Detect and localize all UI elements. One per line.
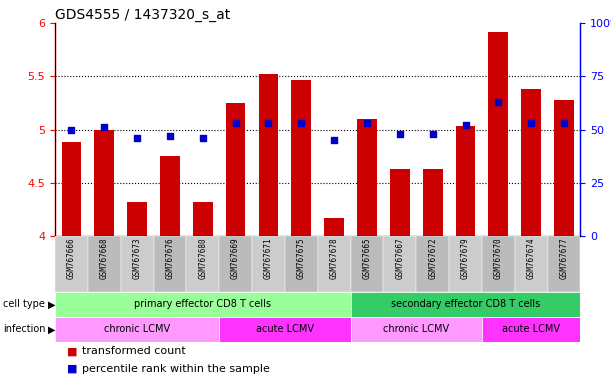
Bar [94, 130, 114, 236]
Bar [384, 236, 416, 292]
Point [526, 120, 536, 126]
Text: acute LCMV: acute LCMV [502, 324, 560, 334]
Text: GSM767676: GSM767676 [166, 238, 174, 280]
Bar [219, 317, 351, 342]
Bar [88, 236, 120, 292]
Text: GSM767673: GSM767673 [133, 238, 142, 280]
Bar [449, 236, 482, 292]
Bar [547, 236, 580, 292]
Bar [258, 74, 279, 236]
Bar [186, 236, 219, 292]
Point [198, 135, 208, 141]
Point [132, 135, 142, 141]
Text: GSM767667: GSM767667 [395, 238, 404, 280]
Bar [55, 236, 88, 292]
Bar [514, 236, 547, 292]
Point [362, 120, 372, 126]
Bar [160, 156, 180, 236]
Bar [456, 126, 475, 236]
Bar [351, 236, 384, 292]
Bar [488, 31, 508, 236]
Text: GSM767669: GSM767669 [231, 238, 240, 280]
Bar [554, 100, 574, 236]
Text: ▶: ▶ [48, 299, 55, 310]
Text: GSM767678: GSM767678 [330, 238, 338, 280]
Text: GSM767674: GSM767674 [527, 238, 536, 280]
Text: GDS4555 / 1437320_s_at: GDS4555 / 1437320_s_at [55, 8, 230, 22]
Bar [226, 103, 246, 236]
Point [559, 120, 569, 126]
Point [428, 131, 437, 137]
Text: GSM767666: GSM767666 [67, 238, 76, 280]
Text: cell type: cell type [3, 299, 45, 310]
Point [494, 99, 503, 105]
Bar [351, 292, 580, 317]
Bar [324, 218, 344, 236]
Bar [521, 89, 541, 236]
Bar [153, 236, 186, 292]
Bar [219, 236, 252, 292]
Bar [55, 292, 351, 317]
Bar [423, 169, 442, 236]
Point [263, 120, 273, 126]
Text: ■: ■ [67, 364, 78, 374]
Point [395, 131, 404, 137]
Text: chronic LCMV: chronic LCMV [104, 324, 170, 334]
Bar [482, 317, 580, 342]
Text: GSM767671: GSM767671 [264, 238, 273, 280]
Text: GSM767675: GSM767675 [297, 238, 306, 280]
Text: GSM767670: GSM767670 [494, 238, 503, 280]
Text: ▶: ▶ [48, 324, 55, 334]
Text: acute LCMV: acute LCMV [256, 324, 314, 334]
Point [329, 137, 339, 143]
Point [67, 127, 76, 133]
Text: percentile rank within the sample: percentile rank within the sample [82, 364, 270, 374]
Bar [193, 202, 213, 236]
Point [461, 122, 470, 128]
Bar [127, 202, 147, 236]
Text: transformed count: transformed count [82, 346, 186, 356]
Text: primary effector CD8 T cells: primary effector CD8 T cells [134, 299, 271, 310]
Bar [55, 317, 219, 342]
Bar [62, 142, 81, 236]
Text: infection: infection [3, 324, 46, 334]
Text: GSM767679: GSM767679 [461, 238, 470, 280]
Bar [291, 79, 311, 236]
Bar [357, 119, 377, 236]
Text: GSM767668: GSM767668 [100, 238, 109, 280]
Bar [416, 236, 449, 292]
Point [296, 120, 306, 126]
Text: GSM767680: GSM767680 [199, 238, 207, 280]
Text: secondary effector CD8 T cells: secondary effector CD8 T cells [391, 299, 540, 310]
Text: chronic LCMV: chronic LCMV [383, 324, 449, 334]
Point [165, 133, 175, 139]
Bar [285, 236, 318, 292]
Bar [390, 169, 409, 236]
Bar [318, 236, 351, 292]
Point [100, 124, 109, 131]
Text: GSM767677: GSM767677 [560, 238, 568, 280]
Bar [252, 236, 285, 292]
Text: ■: ■ [67, 346, 78, 356]
Text: GSM767672: GSM767672 [428, 238, 437, 280]
Bar [482, 236, 514, 292]
Bar [120, 236, 153, 292]
Bar [351, 317, 482, 342]
Point [231, 120, 241, 126]
Text: GSM767665: GSM767665 [362, 238, 371, 280]
